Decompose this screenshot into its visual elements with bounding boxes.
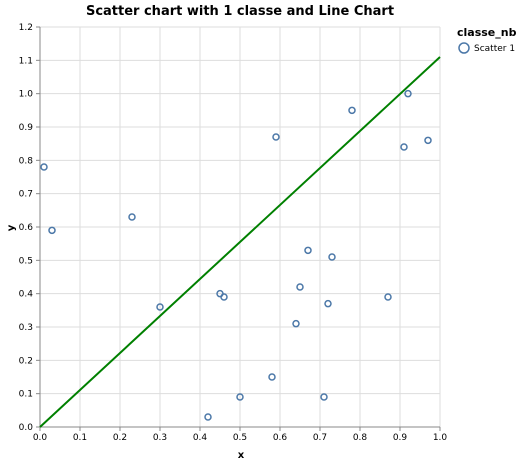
trend-line — [39, 56, 441, 428]
legend-symbol-scatter — [458, 42, 470, 54]
scatter-point — [40, 163, 48, 171]
scatter-point — [424, 136, 432, 145]
y-tick-label: 0.4 — [19, 290, 34, 300]
scatter-point — [156, 303, 164, 311]
y-tick-label: 1.1 — [19, 56, 33, 66]
x-tick-label: 0.7 — [313, 433, 327, 443]
x-axis-title: x — [238, 450, 245, 461]
chart-title: Scatter chart with 1 classe and Line Cha… — [86, 4, 394, 19]
x-tick-label: 0.3 — [153, 433, 167, 443]
scatter-point — [320, 393, 328, 401]
legend: classe_nb Scatter 1 — [457, 26, 517, 54]
y-tick-label: 0.5 — [19, 256, 33, 266]
x-tick-label: 1.0 — [433, 433, 448, 443]
scatter-point — [328, 253, 336, 261]
y-tick-label: 0.7 — [19, 190, 33, 200]
axes: 0.0 0.1 0.2 0.3 0.4 0.5 0.6 0.7 0.8 0.9 1.0 0.0 0.1 0… — [19, 23, 448, 443]
scatter-point — [404, 89, 412, 98]
scatter-point — [400, 143, 408, 151]
x-tick-label: 0.2 — [113, 433, 127, 443]
grid — [39, 26, 441, 428]
scatter-point — [272, 133, 280, 141]
legend-title: classe_nb — [457, 26, 517, 39]
y-tick-label: 0.1 — [19, 390, 33, 400]
y-tick-label: 0.9 — [19, 123, 34, 133]
x-tick-label: 0.0 — [33, 433, 48, 443]
x-tick-label: 0.8 — [353, 433, 368, 443]
scatter-point — [384, 293, 392, 301]
scatter-point — [220, 293, 228, 301]
legend-label-scatter: Scatter 1 — [474, 44, 515, 54]
x-tick-label: 0.1 — [73, 433, 87, 443]
y-tick-label: 0.0 — [19, 423, 34, 433]
y-axis-title: y — [6, 224, 17, 231]
scatter-point — [348, 106, 356, 115]
scatter-series — [40, 89, 432, 421]
scatter-point — [268, 373, 276, 381]
scatter-point — [296, 283, 304, 291]
x-tick-label: 0.4 — [193, 433, 208, 443]
scatter-point — [324, 299, 332, 308]
x-tick-label: 0.6 — [273, 433, 288, 443]
scatter-point — [204, 413, 212, 421]
y-tick-label: 1.0 — [19, 90, 34, 100]
x-tick-label: 0.9 — [393, 433, 408, 443]
scatter-point — [236, 393, 244, 401]
y-tick-label: 0.6 — [19, 223, 34, 233]
scatter-point — [304, 246, 312, 255]
y-tick-label: 0.2 — [19, 356, 33, 366]
y-tick-label: 0.8 — [19, 156, 34, 166]
y-tick-label: 1.2 — [19, 23, 33, 33]
x-tick-label: 0.5 — [233, 433, 247, 443]
scatter-point — [128, 213, 136, 221]
scatter-point — [48, 226, 56, 235]
scatter-point — [292, 319, 300, 328]
line-series — [39, 56, 441, 428]
y-tick-label: 0.3 — [19, 323, 33, 333]
